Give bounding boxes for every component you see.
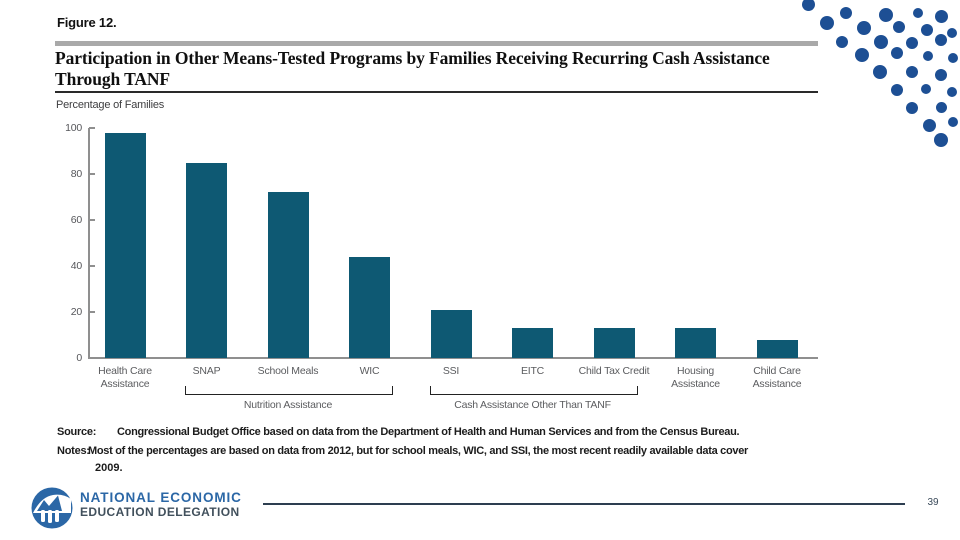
category-label: EITC (520, 365, 545, 377)
y-tick-mark (89, 127, 95, 129)
notes-text-line2: 2009. (95, 462, 123, 474)
bar (512, 328, 553, 358)
category-label: Housing Assistance (671, 365, 720, 390)
decor-dot (874, 35, 888, 49)
category-label: School Meals (257, 365, 319, 377)
need-logo-icon (31, 487, 73, 529)
decor-dot (923, 51, 933, 61)
decor-dot (935, 101, 947, 113)
bar (104, 132, 146, 358)
decor-dot (922, 118, 936, 132)
group-bracket-label: Nutrition Assistance (243, 399, 333, 411)
source-text: Congressional Budget Office based on dat… (117, 426, 740, 438)
decor-dot (879, 8, 893, 22)
decor-dot (820, 16, 834, 30)
category-label: Child Tax Credit (578, 365, 650, 377)
title-rule (55, 91, 818, 93)
org-name-line2: EDUCATION DELEGATION (80, 505, 240, 519)
decor-dot (947, 28, 957, 38)
decor-dot (948, 117, 958, 127)
decor-dot (934, 133, 948, 147)
bar (186, 162, 227, 358)
bar (756, 339, 798, 358)
footer-divider-line (263, 503, 905, 505)
figure-title-line2: Through TANF (55, 69, 171, 89)
y-axis-title: Percentage of Families (56, 99, 165, 111)
figure-title-line1: Participation in Other Means-Tested Prog… (55, 48, 770, 68)
decor-dot (906, 102, 918, 114)
decor-dot (906, 37, 918, 49)
y-tick-label: 60 (70, 213, 82, 226)
decor-dot (934, 9, 948, 23)
category-label: Health Care Assistance (98, 365, 152, 390)
x-axis-line (88, 357, 818, 359)
y-tick-mark (89, 311, 95, 313)
notes-text-line1: Most of the percentages are based on dat… (88, 445, 749, 457)
y-tick-label: 20 (70, 305, 82, 318)
category-label: SSI (442, 365, 460, 377)
y-tick-mark (89, 265, 95, 267)
page-number: 39 (927, 497, 939, 508)
category-label: WIC (359, 365, 380, 377)
figure-title: Participation in Other Means-Tested Prog… (55, 48, 820, 90)
y-tick-label: 40 (70, 259, 82, 272)
decor-dot (913, 8, 923, 18)
y-tick-mark (89, 219, 95, 221)
y-tick-mark (89, 173, 95, 175)
decor-dot (891, 47, 903, 59)
y-tick-label: 100 (65, 121, 82, 134)
plot-area: 0 20 40 60 80 100 Health Care Assistance SNAP Sc… (65, 122, 818, 411)
decor-dot (935, 69, 947, 81)
decor-dot (801, 0, 815, 11)
decor-dot (855, 48, 869, 62)
decor-dot (947, 87, 957, 97)
source-label: Source: (57, 426, 97, 438)
decor-dot (935, 34, 947, 46)
category-label: Child Care Assistance (752, 365, 802, 390)
decor-dot (893, 21, 905, 33)
group-bracket (185, 386, 393, 395)
figure-label: Figure 12. (57, 15, 117, 30)
bar (430, 309, 472, 358)
y-tick-label: 0 (76, 351, 82, 364)
decor-dot (948, 53, 958, 63)
bar (267, 192, 309, 358)
notes-label: Notes: (57, 445, 90, 457)
bar (593, 328, 635, 358)
decor-dot (840, 7, 852, 19)
y-axis-line (88, 128, 90, 358)
org-name-line1: NATIONAL ECONOMIC (80, 490, 242, 505)
decor-dot (873, 65, 887, 79)
bar (675, 328, 716, 358)
group-bracket-label: Cash Assistance Other Than TANF (454, 399, 611, 411)
decor-dot (921, 24, 933, 36)
decor-dot (857, 21, 871, 35)
header-divider (55, 41, 818, 46)
group-bracket (429, 386, 638, 395)
decor-dot (836, 36, 848, 48)
bar (349, 256, 390, 358)
decor-dot (906, 66, 918, 78)
y-tick-label: 80 (70, 167, 82, 180)
decor-dot (891, 84, 903, 96)
category-label: SNAP (192, 365, 221, 377)
decor-dot (921, 84, 931, 94)
